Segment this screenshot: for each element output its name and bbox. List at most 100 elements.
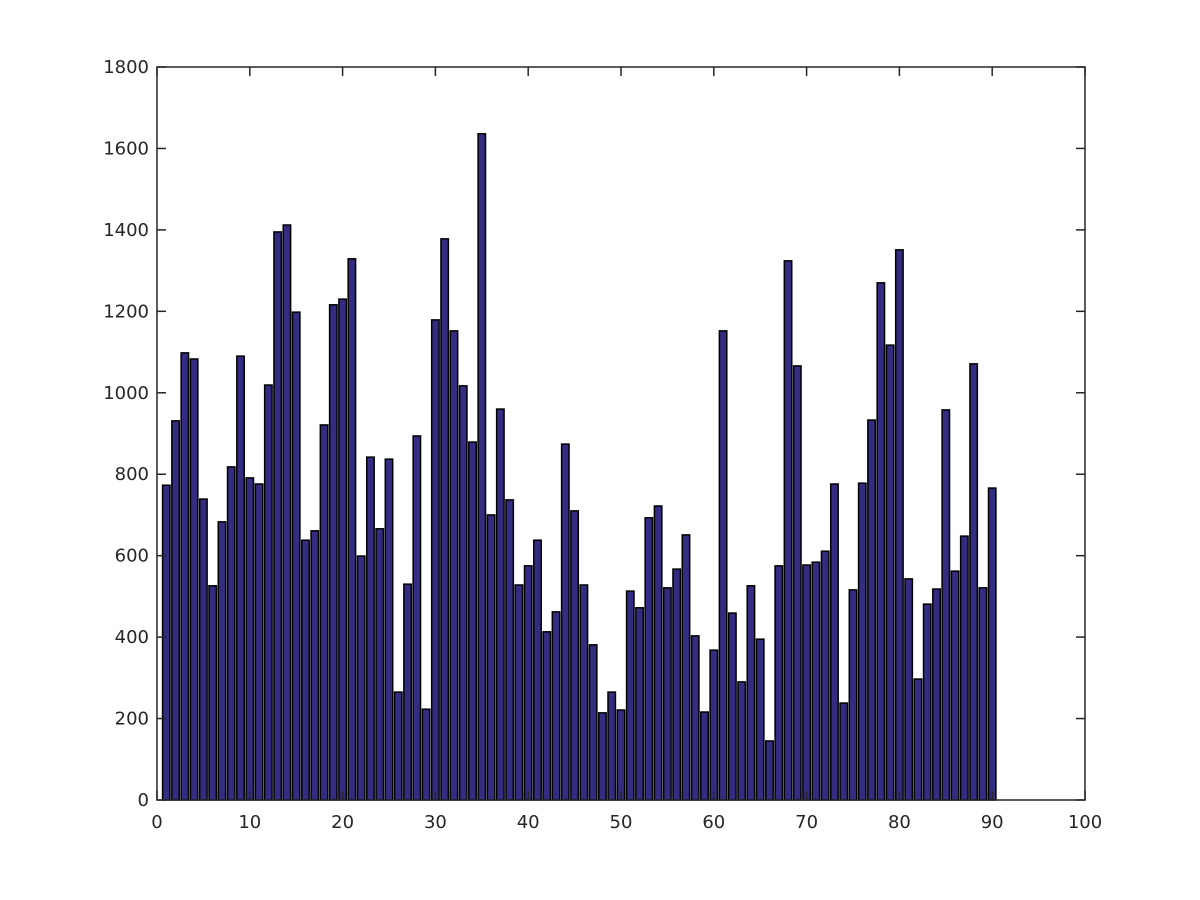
bar	[894, 249, 904, 801]
bar	[551, 611, 561, 801]
bar	[514, 584, 524, 801]
bar	[848, 589, 858, 801]
bar	[672, 568, 682, 801]
bar	[347, 258, 357, 801]
bar	[867, 419, 877, 801]
bar	[774, 565, 784, 801]
bar	[802, 564, 812, 801]
bar	[449, 330, 459, 801]
y-tick-label: 200	[115, 709, 149, 730]
x-tick-label: 90	[981, 812, 1004, 833]
bar	[533, 539, 542, 801]
bar	[922, 603, 932, 801]
bar	[783, 260, 793, 801]
bar	[941, 409, 951, 801]
bar	[208, 585, 218, 801]
bar	[597, 712, 607, 801]
bar	[616, 709, 626, 801]
bar	[236, 355, 245, 801]
bar	[375, 528, 385, 801]
bar	[291, 311, 301, 801]
bar	[189, 358, 199, 801]
y-tick-label: 600	[115, 546, 149, 567]
bar	[217, 521, 227, 801]
x-tick-label: 60	[702, 812, 725, 833]
x-tick-label: 10	[238, 812, 261, 833]
bar	[811, 561, 821, 801]
bar	[328, 304, 338, 801]
x-tick-label: 20	[331, 812, 354, 833]
bar	[635, 607, 645, 801]
bar	[486, 514, 496, 801]
bar	[737, 681, 747, 801]
bar	[839, 702, 849, 801]
bar	[885, 344, 895, 801]
bar	[403, 583, 413, 801]
bar	[273, 231, 283, 801]
x-tick-label: 80	[888, 812, 911, 833]
y-tick-label: 800	[115, 464, 149, 485]
y-tick-label: 0	[138, 790, 149, 811]
bar	[198, 498, 208, 801]
bar	[384, 458, 394, 801]
bar	[987, 487, 997, 801]
bar	[765, 740, 774, 801]
bar	[857, 482, 867, 801]
bar	[505, 499, 515, 801]
bar	[560, 443, 570, 801]
bar	[829, 483, 839, 801]
bar	[820, 550, 830, 801]
bar	[254, 483, 264, 801]
bar	[690, 635, 700, 801]
bar	[477, 133, 487, 801]
bar	[746, 585, 756, 801]
bar	[579, 584, 589, 801]
bar	[495, 408, 505, 801]
bar	[978, 587, 988, 801]
bar	[607, 691, 617, 801]
bar	[245, 477, 255, 801]
bar	[755, 638, 765, 801]
x-tick-label: 100	[1068, 812, 1102, 833]
bar	[263, 384, 273, 801]
bar	[904, 578, 914, 801]
y-tick-label: 400	[115, 627, 149, 648]
bar	[570, 510, 580, 801]
bar	[542, 631, 552, 801]
bar	[282, 224, 292, 801]
bar	[588, 644, 598, 801]
y-tick-label: 1800	[103, 57, 149, 78]
bar	[876, 282, 886, 801]
bar	[421, 708, 431, 801]
x-tick-label: 40	[517, 812, 540, 833]
bar	[310, 530, 320, 801]
bar	[950, 570, 960, 801]
bar	[319, 424, 329, 801]
bar	[393, 691, 403, 801]
bar	[365, 456, 375, 801]
bar	[653, 505, 663, 801]
bar	[171, 420, 181, 801]
bar	[662, 587, 672, 801]
bar	[430, 319, 440, 801]
x-tick-label: 50	[610, 812, 633, 833]
bar	[959, 535, 969, 801]
bar	[644, 517, 654, 801]
bar	[792, 365, 802, 801]
bar	[969, 363, 979, 801]
bar	[523, 565, 533, 801]
bar	[700, 711, 709, 801]
bar	[161, 484, 171, 801]
bar	[718, 330, 728, 801]
y-tick-label: 1000	[103, 383, 149, 404]
x-tick-label: 70	[795, 812, 818, 833]
bar	[440, 238, 450, 801]
bar	[932, 588, 941, 801]
bar	[709, 649, 719, 801]
bar	[356, 555, 366, 801]
y-tick-label: 1600	[103, 138, 149, 159]
bar	[468, 441, 477, 801]
bar	[727, 612, 737, 801]
